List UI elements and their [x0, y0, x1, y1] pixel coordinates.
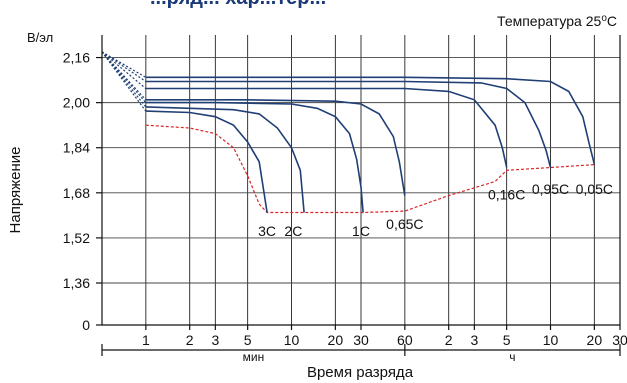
series-line-0-95c: [145, 80, 552, 168]
chart-title: ...ряд... хар...тер...: [150, 0, 326, 9]
x-tick-label-13: 30: [612, 332, 627, 348]
x-tick-label-2: 3: [211, 332, 219, 348]
series-labels: 3C 2C 1C 0,65C 0,16C 0,95C 0,05C: [258, 181, 613, 239]
initial-drop-0-16c: [101, 51, 147, 89]
series-curves: [145, 76, 596, 213]
series-line-2c: [145, 106, 305, 213]
x-tick-label-7: 60: [397, 332, 413, 348]
x-tick-label-5: 20: [328, 332, 344, 348]
series-line-0-05c: [145, 76, 596, 165]
axes: [96, 35, 621, 330]
x-tick-label-6: 30: [353, 332, 369, 348]
cutoff-path: [145, 124, 595, 214]
initial-voltage-lines: [101, 51, 147, 112]
x-axis-title: Время разряда: [307, 364, 414, 381]
series-label-0-16c: 0,16C: [488, 187, 525, 203]
time-group-label-0: мин: [243, 350, 265, 364]
x-tick-label-12: 20: [587, 332, 603, 348]
initial-drop-1c: [101, 51, 147, 103]
series-line-0-16c: [145, 87, 508, 168]
initial-drop-0-95c: [101, 51, 147, 82]
chart-subtitle: Температура 25oC: [497, 13, 617, 29]
y-tick-label-0: 0: [82, 317, 90, 333]
y-tick-label-6: 2,16: [63, 50, 90, 66]
x-tick-labels: 1 2 3 5 10 20 30 60 2 3 5 10 20 30: [142, 332, 627, 348]
series-label-1c: 1C: [352, 223, 370, 239]
series-label-3c: 3C: [258, 223, 276, 239]
x-tick-label-9: 3: [470, 332, 478, 348]
x-unit-groups: мин ч: [101, 344, 621, 364]
x-tick-label-10: 5: [503, 332, 511, 348]
initial-drop-0-65c: [101, 51, 147, 101]
x-tick-label-4: 10: [284, 332, 300, 348]
x-tick-label-11: 10: [543, 332, 559, 348]
y-unit-label: В/эл: [27, 30, 53, 45]
series-line-1c: [145, 101, 364, 213]
y-tick-label-2: 1,52: [63, 230, 90, 246]
y-tick-label-1: 1,36: [63, 275, 90, 291]
y-tick-label-3: 1,68: [63, 185, 90, 201]
time-group-label-1: ч: [509, 350, 515, 364]
series-label-0-05c: 0,05C: [576, 181, 613, 197]
x-tick-label-1: 2: [186, 332, 194, 348]
series-label-2c: 2C: [284, 223, 302, 239]
y-tick-labels: 0 1,36 1,52 1,68 1,84 2,00 2,16: [63, 50, 90, 333]
x-tick-label-8: 2: [445, 332, 453, 348]
y-axis-title: Напряжение: [7, 147, 24, 234]
initial-drop-0-05c: [101, 51, 147, 78]
x-tick-label-0: 1: [142, 332, 150, 348]
initial-drop-2c: [101, 51, 147, 108]
series-line-0-65c: [145, 99, 406, 196]
x-tick-label-3: 5: [244, 332, 252, 348]
series-label-0-95c: 0,95C: [532, 181, 569, 197]
cutoff-voltage-line: [145, 124, 595, 214]
y-tick-label-5: 2,00: [63, 95, 90, 111]
y-tick-label-4: 1,84: [63, 140, 90, 156]
series-label-0-65c: 0,65C: [386, 216, 423, 232]
series-line-3c: [145, 110, 268, 213]
